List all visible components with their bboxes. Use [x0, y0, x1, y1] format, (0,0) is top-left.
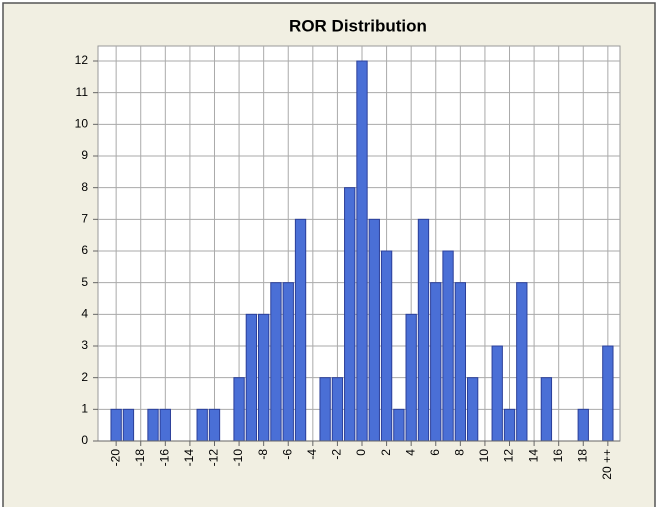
y-tick-label: 12	[75, 53, 89, 67]
bar	[319, 377, 331, 442]
y-tick-label: 8	[81, 180, 88, 194]
x-tick-label: 0	[354, 449, 368, 456]
bar	[356, 60, 368, 442]
x-tick-label: 2	[379, 449, 393, 456]
y-tick-label: 2	[81, 370, 88, 384]
bar	[208, 408, 221, 442]
bar	[122, 408, 135, 442]
bar	[159, 408, 171, 442]
bar	[491, 345, 503, 442]
bar	[147, 408, 159, 442]
y-tick-label: 7	[81, 212, 88, 226]
bar	[466, 377, 479, 442]
bar	[442, 250, 454, 442]
bar	[257, 313, 270, 442]
x-tick-label: -20	[108, 449, 122, 467]
bar	[602, 345, 614, 442]
bar	[233, 377, 245, 442]
y-tick-label: 1	[81, 402, 88, 416]
x-tick-label: -12	[207, 449, 221, 467]
x-tick-label: 8	[453, 449, 467, 456]
x-tick-label: -6	[280, 449, 294, 460]
bar	[503, 408, 516, 442]
bar	[540, 377, 553, 442]
y-tick-label: 3	[81, 338, 88, 352]
x-tick-label: 16	[551, 449, 565, 463]
bar	[344, 187, 356, 442]
bar	[110, 408, 122, 442]
y-tick-label: 0	[81, 433, 88, 447]
x-tick-label: 6	[428, 449, 442, 456]
chart-title: ROR Distribution	[289, 16, 427, 35]
bar	[368, 218, 380, 442]
bar	[516, 282, 528, 442]
x-tick-label: 10	[477, 449, 491, 463]
bar	[282, 282, 294, 442]
y-tick-label: 4	[81, 307, 88, 321]
bar	[454, 282, 467, 442]
bar	[294, 218, 307, 442]
x-tick-label: -14	[182, 449, 196, 467]
bar	[577, 408, 589, 442]
bar	[196, 408, 208, 442]
bar	[245, 313, 258, 442]
x-tick-label: 14	[526, 449, 540, 463]
bar	[417, 218, 430, 442]
x-tick-label: -16	[157, 449, 171, 467]
x-tick-label: 18	[575, 449, 589, 463]
x-tick-label: -8	[256, 449, 270, 460]
x-tick-label: -18	[133, 449, 147, 467]
bar	[405, 313, 417, 442]
bar	[380, 250, 393, 442]
y-tick-label: 6	[81, 243, 88, 257]
x-tick-label: -10	[231, 449, 245, 467]
x-tick-label: -2	[330, 449, 344, 460]
bar	[430, 282, 442, 442]
y-tick-label: 11	[76, 85, 89, 99]
x-tick-label: 4	[403, 449, 417, 456]
bar	[270, 282, 282, 442]
x-tick-label: 20 ++	[600, 449, 614, 480]
bar	[331, 377, 344, 442]
x-tick-label: -4	[305, 449, 319, 460]
y-tick-label: 5	[81, 275, 88, 289]
bar	[393, 408, 405, 442]
y-tick-label: 10	[75, 117, 89, 131]
y-tick-label: 9	[81, 148, 88, 162]
x-tick-label: 12	[502, 449, 516, 463]
